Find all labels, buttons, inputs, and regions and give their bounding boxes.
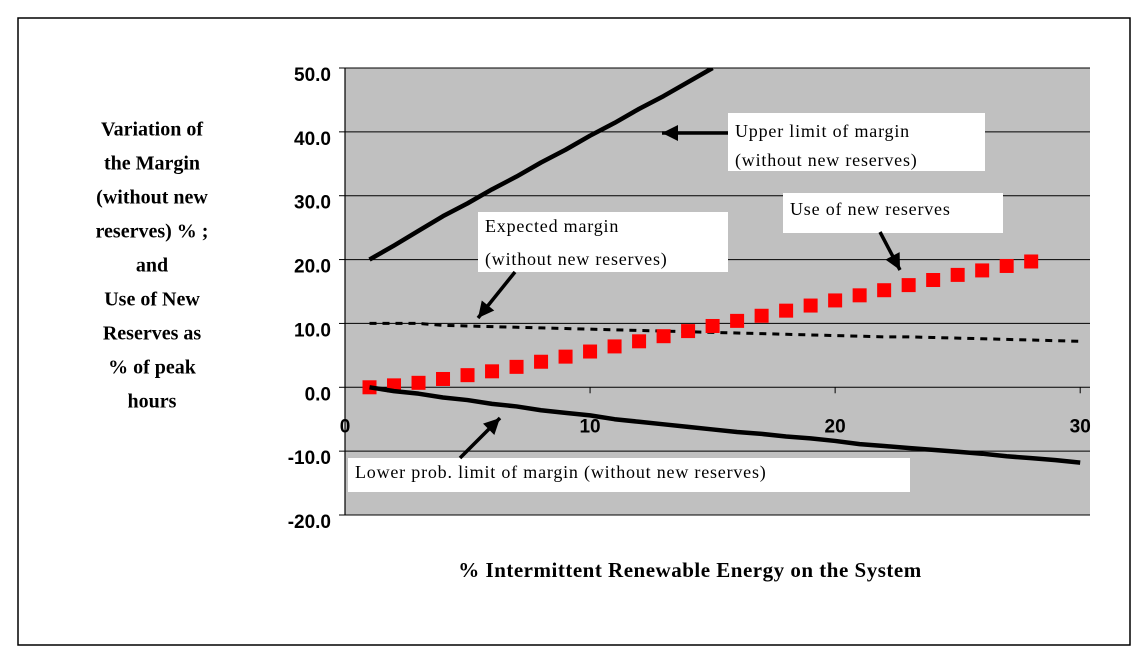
data-point	[534, 354, 549, 369]
series-line	[369, 385, 1081, 465]
y-axis-label: Reserves as	[103, 323, 202, 345]
x-tick-label: 0	[340, 416, 351, 437]
x-tick-label: 10	[579, 416, 600, 437]
data-point	[950, 267, 965, 282]
data-point	[681, 324, 696, 339]
y-axis-label: and	[136, 255, 168, 277]
data-point	[877, 283, 892, 298]
annotation-text: Expected margin	[485, 216, 619, 236]
data-point	[803, 298, 818, 313]
data-point	[607, 339, 622, 354]
annotation-text: Upper limit of margin	[735, 121, 910, 141]
y-tick-label: 0.0	[305, 384, 331, 405]
data-point	[975, 263, 990, 278]
data-point	[436, 371, 451, 386]
data-point	[411, 375, 426, 390]
data-point	[1024, 254, 1039, 269]
data-point	[999, 258, 1014, 273]
series-line	[369, 321, 1081, 343]
data-point	[852, 288, 867, 303]
annotation-box	[728, 113, 985, 171]
annotation-text: Use of new reserves	[790, 199, 951, 219]
annotation-box	[348, 458, 910, 492]
y-axis-label: Variation of	[101, 119, 203, 141]
data-point	[754, 308, 769, 323]
data-point	[779, 303, 794, 318]
y-tick-label: 40.0	[294, 129, 331, 150]
data-point	[460, 368, 475, 383]
y-tick-label: -20.0	[288, 512, 331, 533]
x-tick-label: 30	[1070, 416, 1091, 437]
data-point	[828, 293, 843, 308]
y-axis-label: % of peak	[108, 357, 197, 379]
data-point	[705, 318, 720, 333]
x-tick-label: 20	[825, 416, 846, 437]
data-point	[485, 364, 500, 379]
arrow-head	[478, 300, 495, 318]
y-tick-label: 50.0	[294, 65, 331, 86]
data-point	[632, 334, 647, 349]
annotation-text: (without new reserves)	[485, 249, 668, 270]
arrow-head	[662, 125, 678, 141]
y-tick-label: 30.0	[294, 193, 331, 214]
series-line	[368, 68, 714, 262]
data-point	[656, 329, 671, 344]
y-tick-label: 20.0	[294, 257, 331, 278]
y-tick-label: 10.0	[294, 320, 331, 341]
y-axis-label: reserves) % ;	[96, 221, 209, 243]
y-axis-label: (without new	[96, 187, 208, 209]
annotation-text: Lower prob. limit of margin (without new…	[355, 462, 767, 483]
y-tick-label: -10.0	[288, 448, 331, 469]
arrow-head	[885, 252, 900, 270]
annotation-box	[783, 193, 1003, 233]
annotation-text: (without new reserves)	[735, 150, 918, 171]
x-axis-label: % Intermittent Renewable Energy on the S…	[458, 558, 921, 582]
y-axis-label: Use of New	[104, 289, 200, 311]
data-point	[926, 273, 941, 288]
data-point	[901, 278, 916, 293]
data-point	[583, 344, 598, 359]
arrow-head	[483, 418, 500, 435]
annotation-box	[478, 212, 728, 272]
data-point	[730, 313, 745, 328]
y-axis-label: hours	[128, 391, 177, 413]
data-point	[509, 359, 524, 374]
y-axis-label: the Margin	[104, 153, 200, 175]
data-point	[558, 349, 573, 364]
